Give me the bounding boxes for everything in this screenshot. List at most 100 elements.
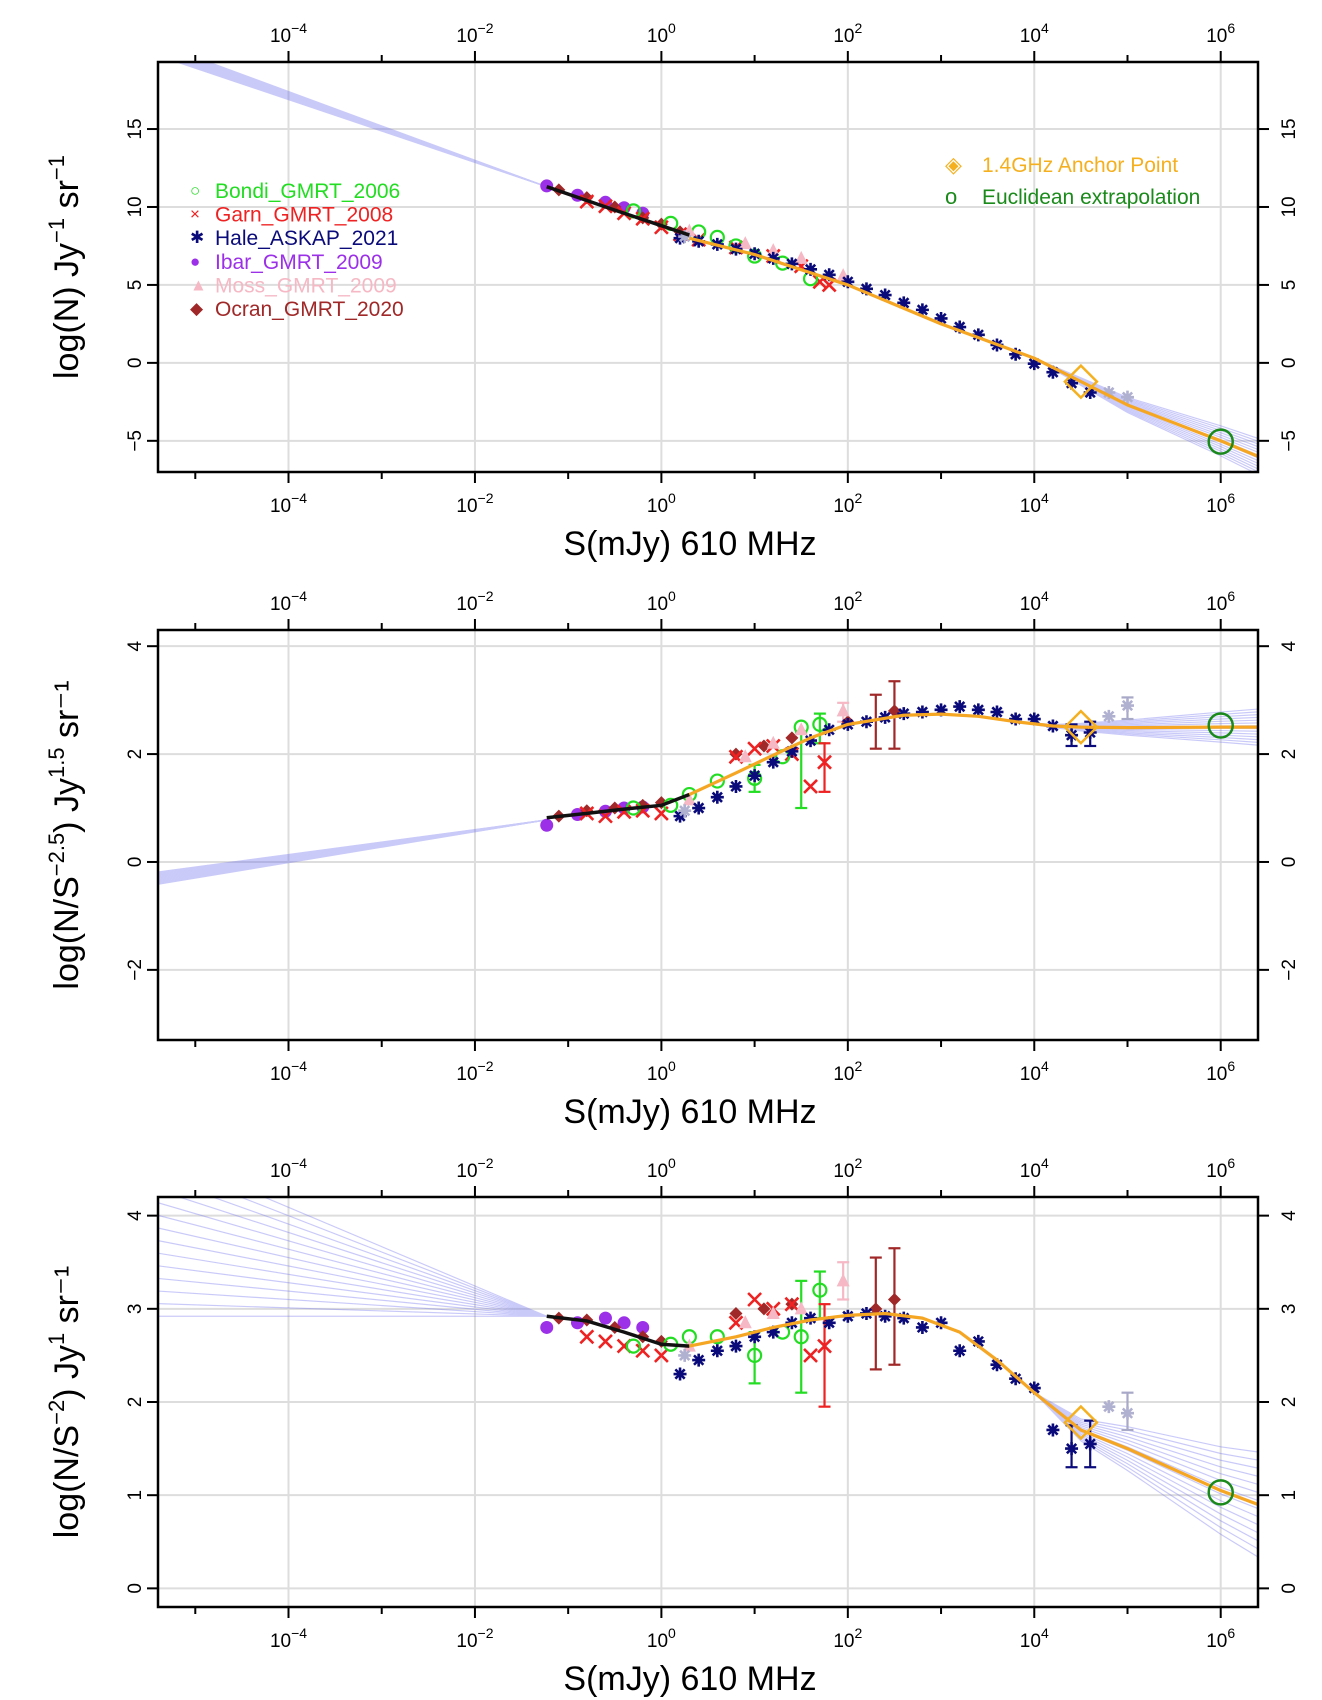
x-tick-label-bottom: 106 xyxy=(1206,1058,1235,1085)
plot-frame xyxy=(156,60,1260,474)
y-axis-title: log(N/S−2.5) Jy1.5 sr⁻¹ xyxy=(44,680,86,989)
point-Hale_faint xyxy=(678,230,692,244)
legend-label: Hale_ASKAP_2021 xyxy=(215,227,398,250)
point-Garn_GMRT_2008 xyxy=(598,1334,613,1349)
series-Hale_faint xyxy=(678,699,1134,818)
tick-base: 10 xyxy=(456,1161,477,1182)
point-Hale_ASKAP_2021 xyxy=(934,311,948,325)
point-Hale_faint xyxy=(1102,385,1116,399)
mc-line xyxy=(199,62,547,188)
x-tick-label-top: 102 xyxy=(833,20,862,47)
point-Hale_faint xyxy=(1120,699,1134,713)
point-Moss_GMRT_2009 xyxy=(682,792,696,806)
point-Hale_ASKAP_2021 xyxy=(785,744,799,758)
tick-base: 10 xyxy=(270,594,291,615)
point-Hale_ASKAP_2021 xyxy=(878,288,892,302)
tick-exponent: 2 xyxy=(855,1058,863,1074)
point-Ibar_GMRT_2009 xyxy=(540,179,554,193)
model-fit xyxy=(688,712,1258,796)
y-tick-label-left: −2 xyxy=(125,959,146,981)
y-tick-label-right: 1 xyxy=(1279,1490,1300,1501)
x-ticks xyxy=(194,1186,1222,1618)
point-Ibar_GMRT_2009 xyxy=(598,1311,612,1325)
x-tick-label-bottom: 10−4 xyxy=(270,1625,307,1652)
point-Hale_ASKAP_2021 xyxy=(897,707,911,721)
mc-line xyxy=(204,62,547,188)
tick-base: 10 xyxy=(1206,1161,1227,1182)
point-Ocran_GMRT_2020 xyxy=(887,1293,901,1306)
plot-area xyxy=(158,680,1258,885)
x-tick-label-bottom: 104 xyxy=(1020,1058,1049,1085)
tick-exponent: −4 xyxy=(291,490,307,506)
legend-symbol: ◈ xyxy=(945,152,962,177)
legend-item: ✱ Hale_ASKAP_2021 xyxy=(190,227,398,250)
point-Ibar_GMRT_2009 xyxy=(636,1320,650,1334)
mc-line xyxy=(158,1239,547,1317)
panel-s25: 10−410−410−210−2100100102102104104106106… xyxy=(44,588,1300,1131)
point-Hale_ASKAP_2021 xyxy=(971,703,985,717)
point-Hale_ASKAP_2021 xyxy=(710,1344,724,1358)
x-tick-label-bottom: 102 xyxy=(833,1625,862,1652)
mc-line xyxy=(174,62,547,188)
y-tick-label-right: 10 xyxy=(1279,196,1300,217)
y-axis-title: log(N/S−2) Jy1 sr⁻¹ xyxy=(44,1266,86,1539)
tick-base: 10 xyxy=(833,26,854,47)
tick-base: 10 xyxy=(647,594,668,615)
y-axis-title-part: log(N) Jy xyxy=(48,243,86,379)
tick-exponent: 6 xyxy=(1227,588,1235,604)
y-tick-label-left: 5 xyxy=(125,280,146,291)
x-tick-label-bottom: 104 xyxy=(1020,1625,1049,1652)
tick-base: 10 xyxy=(270,496,291,517)
point-Moss_GMRT_2009 xyxy=(766,735,780,749)
y-tick-label-right: 5 xyxy=(1279,280,1300,291)
mc-line xyxy=(177,62,547,188)
mc-line xyxy=(190,62,547,188)
y-tick-label-left: 3 xyxy=(125,1304,146,1315)
point-Moss_GMRT_2009 xyxy=(766,243,780,257)
point-Hale_ASKAP_2021 xyxy=(915,1320,929,1334)
tick-base: 10 xyxy=(456,1631,477,1652)
mc-line xyxy=(158,1303,547,1317)
x-tick-label-top: 10−2 xyxy=(456,20,493,47)
point-Hale_ASKAP_2021 xyxy=(766,251,780,265)
tick-base: 10 xyxy=(647,496,668,517)
x-axis-title: S(mJy) 610 MHz xyxy=(563,1660,816,1698)
tick-exponent: 0 xyxy=(668,1625,676,1641)
point-Moss_GMRT_2009 xyxy=(738,749,752,763)
point-Hale_faint xyxy=(678,804,692,818)
mc-line xyxy=(187,62,547,188)
point-Garn_GMRT_2008 xyxy=(817,754,832,770)
point-Hale_ASKAP_2021 xyxy=(785,257,799,271)
x-tick-label-top: 106 xyxy=(1206,20,1235,47)
point-Hale_ASKAP_2021 xyxy=(1065,1442,1079,1456)
x-tick-label-top: 102 xyxy=(833,1155,862,1182)
point-Bondi_GMRT_2006 xyxy=(709,1329,725,1345)
mc-line xyxy=(197,62,547,188)
euclid-point xyxy=(1207,712,1234,739)
point-Hale_faint xyxy=(1120,390,1134,404)
tick-exponent: −4 xyxy=(291,1058,307,1074)
y-ticks xyxy=(147,128,1269,442)
tick-base: 10 xyxy=(1206,496,1227,517)
plot-area xyxy=(174,62,1258,472)
x-tick-label-top: 106 xyxy=(1206,588,1235,615)
point-Garn_GMRT_2008 xyxy=(803,779,818,794)
low-flux-fit xyxy=(546,792,690,820)
y-tick-label-right: 3 xyxy=(1279,1304,1300,1315)
point-Hale_ASKAP_2021 xyxy=(804,1311,818,1325)
x-tick-label-top: 10−4 xyxy=(270,1155,307,1182)
tick-base: 10 xyxy=(833,1064,854,1085)
point-Hale_faint xyxy=(1120,1406,1134,1420)
point-Moss_GMRT_2009 xyxy=(836,1273,850,1287)
legend-symbol: × xyxy=(190,205,200,224)
mc-line xyxy=(158,1277,547,1317)
mc-line xyxy=(185,62,547,188)
y-tick-label-left: 4 xyxy=(125,1210,146,1221)
x-tick-label-bottom: 10−2 xyxy=(456,490,493,517)
point-Hale_ASKAP_2021 xyxy=(766,1325,780,1339)
legend-item: ◆ Ocran_GMRT_2020 xyxy=(190,298,404,321)
point-Moss_GMRT_2009 xyxy=(766,1305,780,1319)
y-tick-label-right: 4 xyxy=(1279,640,1300,651)
mc-line xyxy=(158,819,547,878)
